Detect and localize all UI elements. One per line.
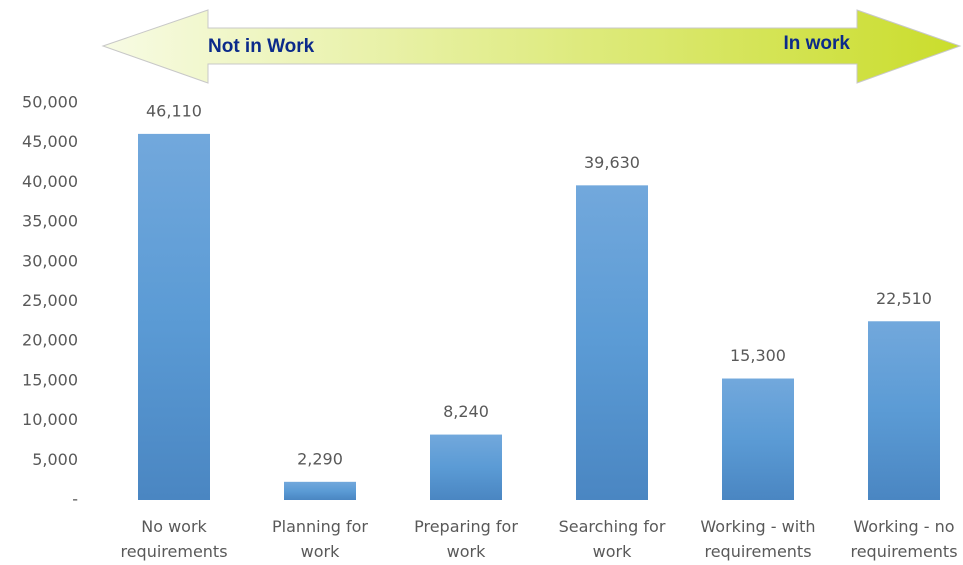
y-tick-label: 20,000 [22,331,78,350]
x-tick-label: Working - no requirements [850,517,957,561]
x-tick-label: Working - with requirements [700,517,815,561]
x-tick-label: Preparing for work [414,517,518,561]
value-label: 22,510 [876,289,932,308]
value-label: 46,110 [146,101,202,120]
x-tick-label: No work requirements [120,517,227,561]
y-tick-label: 15,000 [22,370,78,389]
y-tick-label: 30,000 [22,251,78,270]
bar [722,378,794,500]
y-tick-label: 45,000 [22,132,78,151]
bar [430,434,502,500]
bar [138,133,210,500]
value-label: 15,300 [730,346,786,365]
bar [576,185,648,500]
y-tick-label: 5,000 [32,450,78,469]
value-label: 8,240 [443,402,489,421]
banner-arrow [101,9,962,84]
y-tick-label: 25,000 [22,291,78,310]
y-tick-label: - [72,490,78,509]
x-tick-label: Searching for work [559,517,666,561]
y-tick-label: 10,000 [22,410,78,429]
value-label: 2,290 [297,449,343,468]
bar [284,481,356,500]
banner-left-label: Not in Work [208,36,315,57]
y-tick-label: 50,000 [22,93,78,112]
y-tick-label: 40,000 [22,172,78,191]
x-tick-label: Planning for work [272,517,368,561]
y-tick-label: 35,000 [22,212,78,231]
bar [868,321,940,500]
banner-right-label: In work [783,33,850,54]
value-label: 39,630 [584,153,640,172]
